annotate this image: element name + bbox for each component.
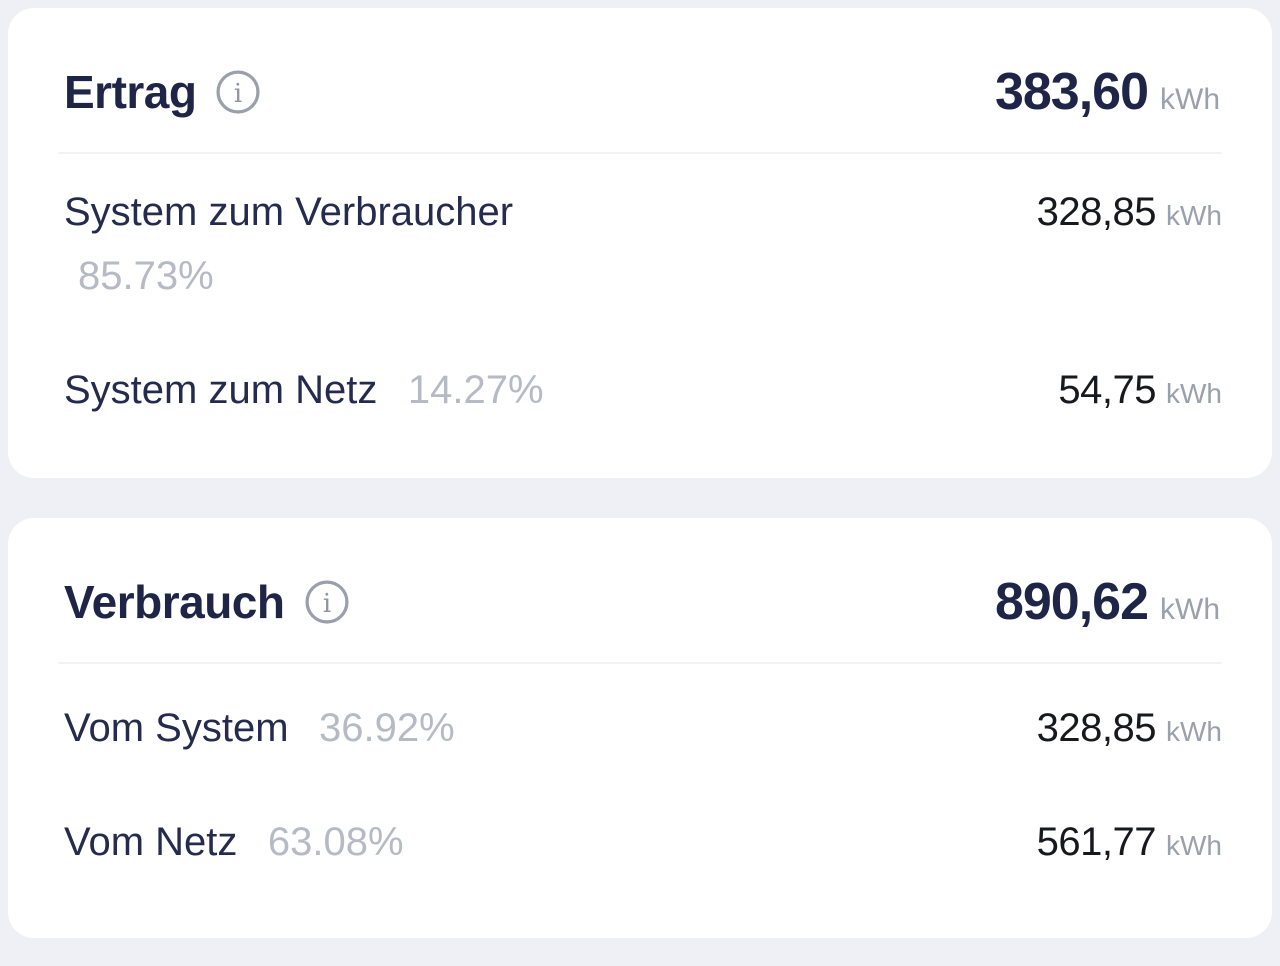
row-unit: kWh xyxy=(1166,716,1222,747)
row-value-group: 328,85 kWh xyxy=(1037,704,1222,751)
yield-card-title: Ertrag xyxy=(64,65,197,118)
yield-total-value: 383,60 xyxy=(994,63,1149,121)
info-icon: i xyxy=(304,579,350,625)
svg-text:i: i xyxy=(234,79,242,109)
row-value-group: 54,75 kWh xyxy=(1058,366,1222,413)
consumption-total-value: 890,62 xyxy=(994,573,1149,631)
row-unit: kWh xyxy=(1166,830,1222,861)
consumption-title-group: Verbrauch i xyxy=(64,577,351,628)
yield-card-header: Ertrag i 383,60 kWh xyxy=(58,8,1222,152)
row-label-block: Vom System 36.92% xyxy=(58,704,455,752)
row-label-block: System zum Netz 14.27% xyxy=(58,366,544,414)
row-value-group: 328,85 kWh xyxy=(1037,188,1222,235)
row-label: Vom Netz xyxy=(64,820,238,864)
yield-divider xyxy=(58,152,1222,154)
info-icon: i xyxy=(215,69,261,115)
energy-summary-page: Ertrag i 383,60 kWh System xyxy=(8,8,1272,938)
consumption-card: Verbrauch i 890,62 kWh Vom xyxy=(8,518,1272,938)
row-percent: 14.27% xyxy=(407,368,544,412)
row-percent: 85.73% xyxy=(78,254,214,298)
row-value: 54,75 xyxy=(1058,368,1156,412)
consumption-rows: Vom System 36.92% 328,85 kWh Vom Netz 63… xyxy=(58,704,1222,938)
row-value: 328,85 xyxy=(1036,190,1157,234)
consumption-divider xyxy=(58,662,1222,664)
yield-total: 383,60 kWh xyxy=(995,62,1220,122)
yield-total-unit: kWh xyxy=(1160,83,1220,116)
consumption-total: 890,62 kWh xyxy=(995,572,1220,632)
row-unit: kWh xyxy=(1166,378,1222,409)
row-label-block: Vom Netz 63.08% xyxy=(58,818,404,866)
row-percent: 63.08% xyxy=(267,820,404,864)
row-value: 328,85 xyxy=(1036,706,1157,750)
consumption-total-unit: kWh xyxy=(1160,593,1220,626)
consumption-row-from-grid: Vom Netz 63.08% 561,77 kWh xyxy=(58,818,1222,866)
yield-row-system-to-consumer: System zum Verbraucher 85.73% 328,85 kWh xyxy=(58,188,1222,300)
row-label-block: System zum Verbraucher 85.73% xyxy=(58,188,513,300)
yield-info-button[interactable]: i xyxy=(214,68,262,116)
svg-text:i: i xyxy=(322,589,330,619)
consumption-info-button[interactable]: i xyxy=(303,578,351,626)
row-value: 561,77 xyxy=(1036,820,1157,864)
consumption-card-title: Verbrauch xyxy=(64,575,285,628)
yield-title-group: Ertrag i xyxy=(64,67,262,118)
consumption-card-header: Verbrauch i 890,62 kWh xyxy=(58,518,1222,662)
row-percent: 36.92% xyxy=(318,706,455,750)
consumption-row-from-system: Vom System 36.92% 328,85 kWh xyxy=(58,704,1222,752)
row-label: System zum Netz xyxy=(64,368,378,412)
yield-card: Ertrag i 383,60 kWh System xyxy=(8,8,1272,478)
row-label: System zum Verbraucher xyxy=(64,190,514,234)
yield-row-system-to-grid: System zum Netz 14.27% 54,75 kWh xyxy=(58,366,1222,414)
row-value-group: 561,77 kWh xyxy=(1037,818,1222,865)
yield-rows: System zum Verbraucher 85.73% 328,85 kWh… xyxy=(58,188,1222,478)
row-unit: kWh xyxy=(1166,200,1222,231)
row-label: Vom System xyxy=(64,706,289,750)
